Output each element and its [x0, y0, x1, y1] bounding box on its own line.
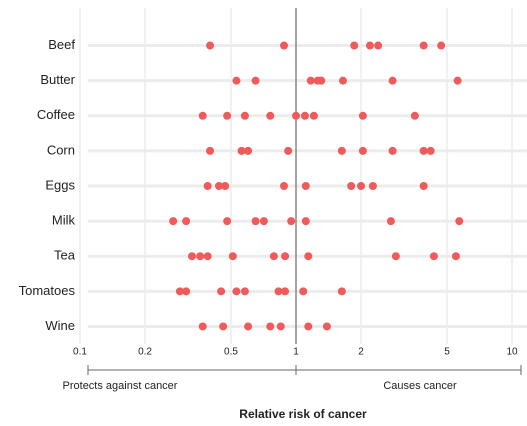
- dot: [386, 217, 395, 226]
- dot: [203, 252, 212, 261]
- x-tick-label: 0.2: [138, 347, 152, 358]
- dot: [280, 182, 289, 190]
- dot: [322, 322, 331, 331]
- dot: [410, 111, 419, 120]
- x-tick-label: 1: [293, 347, 299, 358]
- dot: [317, 76, 326, 85]
- y-tick-label: Corn: [47, 142, 75, 157]
- x-tick-label: 10: [506, 347, 518, 358]
- dot: [338, 76, 347, 85]
- dot: [304, 252, 313, 261]
- y-tick-label: Milk: [52, 213, 76, 228]
- dot: [281, 287, 290, 296]
- dot: [299, 287, 308, 296]
- dot: [350, 41, 359, 50]
- dot: [426, 146, 435, 155]
- x-tick-label: 5: [444, 347, 450, 358]
- dot: [206, 41, 215, 50]
- dot: [306, 76, 315, 85]
- dot: [237, 146, 246, 155]
- dot: [453, 76, 462, 85]
- dot: [304, 322, 313, 331]
- dot: [419, 146, 428, 155]
- dot: [240, 287, 249, 296]
- dot: [223, 111, 232, 120]
- dot: [169, 217, 178, 226]
- dot: [437, 41, 446, 50]
- dot: [244, 146, 253, 155]
- dot: [358, 111, 367, 120]
- dot: [240, 111, 249, 120]
- dot: [221, 182, 230, 190]
- dot: [219, 322, 228, 331]
- y-tick-label: Coffee: [37, 107, 75, 122]
- y-tick-label: Eggs: [45, 177, 75, 192]
- dot: [455, 217, 464, 226]
- dot: [274, 287, 283, 296]
- dot: [223, 217, 232, 226]
- dot: [276, 322, 285, 331]
- dot: [266, 111, 275, 120]
- dot: [198, 111, 207, 120]
- dot: [251, 76, 260, 85]
- dot: [429, 252, 438, 261]
- dot: [244, 322, 253, 331]
- dot: [228, 252, 237, 261]
- dot: [232, 287, 241, 296]
- dot: [281, 252, 290, 261]
- dot: [232, 76, 241, 85]
- dot: [419, 182, 428, 190]
- dot: [368, 182, 377, 190]
- dot: [301, 182, 310, 190]
- dot: [292, 111, 300, 120]
- dot: [287, 217, 296, 226]
- dot: [301, 217, 310, 226]
- y-tick-label: Tea: [54, 248, 76, 263]
- dot: [187, 252, 196, 261]
- dot: [259, 217, 268, 226]
- dot: [374, 41, 383, 50]
- annotation-right: Causes cancer: [383, 380, 457, 392]
- annotation-left: Protects against cancer: [63, 380, 178, 392]
- x-tick-label: 0.5: [224, 347, 238, 358]
- dot: [203, 182, 212, 190]
- dot: [388, 146, 397, 155]
- dot: [196, 252, 205, 261]
- y-tick-label: Butter: [40, 72, 75, 87]
- dot: [251, 217, 260, 226]
- dot: [269, 252, 278, 261]
- dot: [198, 322, 207, 331]
- dot: [358, 146, 367, 155]
- dot: [337, 287, 346, 296]
- dot: [451, 252, 460, 261]
- dot: [309, 111, 318, 120]
- dot: [347, 182, 356, 190]
- dot: [300, 111, 309, 120]
- dot: [337, 146, 346, 155]
- x-axis-label: Relative risk of cancer: [239, 407, 367, 421]
- dot: [388, 76, 397, 85]
- dot: [214, 182, 223, 190]
- dot: [217, 287, 226, 296]
- dot: [280, 41, 289, 50]
- y-tick-label: Tomatoes: [19, 283, 76, 298]
- dot: [206, 146, 215, 155]
- dot: [175, 287, 184, 296]
- dot: [365, 41, 374, 50]
- dot: [419, 41, 428, 50]
- y-tick-label: Wine: [45, 318, 75, 333]
- y-tick-label: Beef: [48, 37, 75, 52]
- dot: [182, 287, 191, 296]
- x-tick-label: 0.1: [73, 347, 87, 358]
- x-tick-label: 2: [358, 347, 364, 358]
- dot: [182, 217, 191, 226]
- dot: [391, 252, 400, 261]
- dot: [266, 322, 275, 331]
- dot: [284, 146, 293, 155]
- dot: [357, 182, 366, 190]
